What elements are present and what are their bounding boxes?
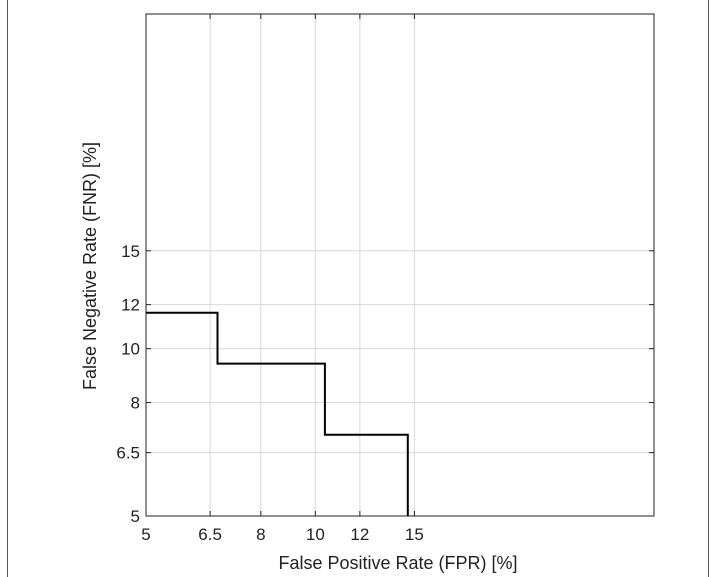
- y-tick-label: 6.5: [116, 444, 140, 463]
- y-tick-label: 10: [121, 340, 140, 359]
- x-tick-label: 5: [141, 525, 150, 544]
- y-tick-label: 8: [131, 394, 140, 413]
- y-axis: 5 6.5 8 10 12 15: [116, 242, 654, 526]
- y-axis-label: False Negative Rate (FNR) [%]: [80, 142, 100, 390]
- y-tick-label: 12: [121, 296, 140, 315]
- x-tick-label: 8: [256, 525, 265, 544]
- x-axis-label: False Positive Rate (FPR) [%]: [278, 553, 517, 573]
- grid: [145, 14, 654, 517]
- y-tick-label: 15: [121, 242, 140, 261]
- x-axis: 5 6.5 8 10 12 15: [141, 14, 424, 544]
- y-tick-label: 5: [131, 507, 140, 526]
- figure-frame: [7, 0, 709, 577]
- x-tick-label: 15: [405, 525, 424, 544]
- x-tick-label: 10: [306, 525, 325, 544]
- x-tick-label: 12: [350, 525, 369, 544]
- plot-area: [145, 13, 655, 517]
- x-tick-label: 6.5: [198, 525, 222, 544]
- series-line: [146, 311, 409, 516]
